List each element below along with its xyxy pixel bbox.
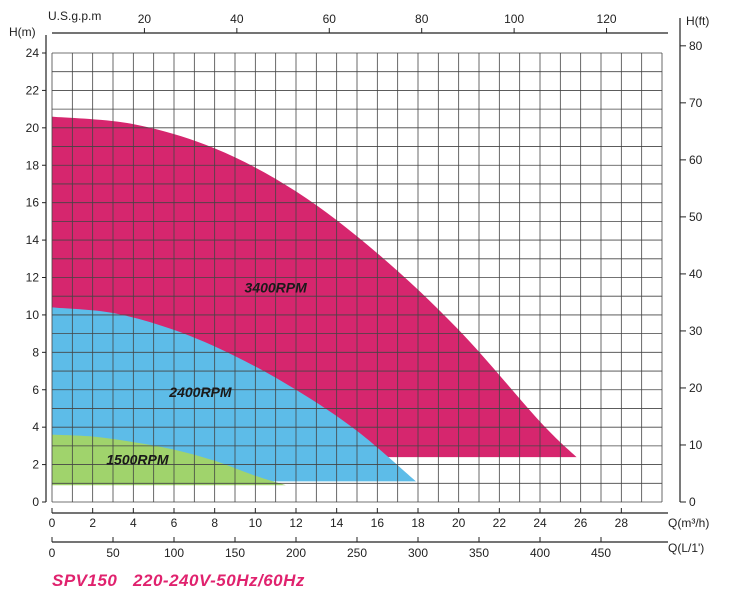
x-top-unit-label: U.S.g.p.m xyxy=(48,9,101,23)
x-top-tick-label: 80 xyxy=(415,12,429,26)
y-right-tick-label: 0 xyxy=(689,495,696,509)
y-right-tick-label: 40 xyxy=(689,267,703,281)
x-lps-tick-label: 450 xyxy=(591,546,611,560)
x-lps-tick-label: 150 xyxy=(225,546,245,560)
footer-title: SPV150 220-240V-50Hz/60Hz xyxy=(52,571,305,590)
y-right-tick-label: 20 xyxy=(689,381,703,395)
y-left-tick-label: 20 xyxy=(26,121,40,135)
x-bottom-tick-label: 16 xyxy=(371,516,385,530)
y-left-tick-label: 16 xyxy=(26,196,40,210)
y-left-tick-label: 22 xyxy=(26,83,40,97)
x-bottom-tick-label: 20 xyxy=(452,516,466,530)
x-bottom-tick-label: 14 xyxy=(330,516,344,530)
y-left-tick-label: 18 xyxy=(26,158,40,172)
y-left-tick-label: 12 xyxy=(26,271,40,285)
x-bottom-unit-label: Q(m³/h) xyxy=(668,516,709,530)
curve-areas xyxy=(52,116,577,486)
y-left-tick-label: 0 xyxy=(32,495,39,509)
curve-labels: 3400RPM 2400RPM 1500RPM xyxy=(106,279,307,467)
area-2400rpm xyxy=(52,307,416,482)
y-left-tick-label: 10 xyxy=(26,308,40,322)
y-right-tick-label: 80 xyxy=(689,39,703,53)
x-lps-tick-label: 250 xyxy=(347,546,367,560)
y-right-tick-label: 60 xyxy=(689,153,703,167)
x-bottom-tick-label: 22 xyxy=(493,516,507,530)
curve-label-1500rpm: 1500RPM xyxy=(106,452,169,468)
x-lps-tick-label: 200 xyxy=(286,546,306,560)
x-lps-tick-label: 50 xyxy=(106,546,120,560)
x-bottom-tick-label: 12 xyxy=(289,516,303,530)
curve-label-2400rpm: 2400RPM xyxy=(168,384,232,400)
x-bottom-tick-label: 8 xyxy=(211,516,218,530)
x-top-tick-label: 20 xyxy=(138,12,152,26)
x-top-tick-label: 60 xyxy=(323,12,337,26)
x-bottom-tick-label: 4 xyxy=(130,516,137,530)
x-bottom-tick-label: 10 xyxy=(249,516,263,530)
x-lps-tick-label: 0 xyxy=(49,546,56,560)
x-lps-tick-label: 300 xyxy=(408,546,428,560)
y-right-tick-label: 30 xyxy=(689,324,703,338)
y-left-tick-label: 4 xyxy=(32,420,39,434)
x-top-tick-label: 100 xyxy=(504,12,524,26)
x-bottom-tick-label: 28 xyxy=(615,516,629,530)
x-lps-tick-label: 350 xyxy=(469,546,489,560)
y-left-tick-label: 8 xyxy=(32,345,39,359)
y-right-unit-label: H(ft) xyxy=(686,14,709,28)
x-bottom-tick-label: 24 xyxy=(533,516,547,530)
x-bottom-tick-label: 0 xyxy=(49,516,56,530)
x-bottom-tick-label: 18 xyxy=(411,516,425,530)
x-bottom-tick-label: 26 xyxy=(574,516,588,530)
x-bottom-tick-label: 2 xyxy=(89,516,96,530)
x-lps-unit-label: Q(L/1') xyxy=(668,541,704,555)
y-right-tick-label: 50 xyxy=(689,210,703,224)
y-left-tick-label: 2 xyxy=(32,458,39,472)
chart-grid xyxy=(51,52,663,503)
x-top-tick-label: 120 xyxy=(597,12,617,26)
x-lps-tick-label: 400 xyxy=(530,546,550,560)
chart-axes xyxy=(42,18,686,543)
y-left-tick-label: 6 xyxy=(32,383,39,397)
x-lps-tick-label: 100 xyxy=(164,546,184,560)
x-top-tick-label: 40 xyxy=(230,12,244,26)
y-right-tick-label: 10 xyxy=(689,438,703,452)
x-bottom-tick-label: 6 xyxy=(171,516,178,530)
y-left-unit-label: H(m) xyxy=(9,25,36,39)
y-right-tick-label: 70 xyxy=(689,96,703,110)
y-left-tick-label: 24 xyxy=(26,46,40,60)
area-1500rpm xyxy=(52,434,286,486)
tick-labels: 0246810121416182022240102030405060708020… xyxy=(26,12,703,560)
y-left-tick-label: 14 xyxy=(26,233,40,247)
curve-label-3400rpm: 3400RPM xyxy=(245,279,308,295)
